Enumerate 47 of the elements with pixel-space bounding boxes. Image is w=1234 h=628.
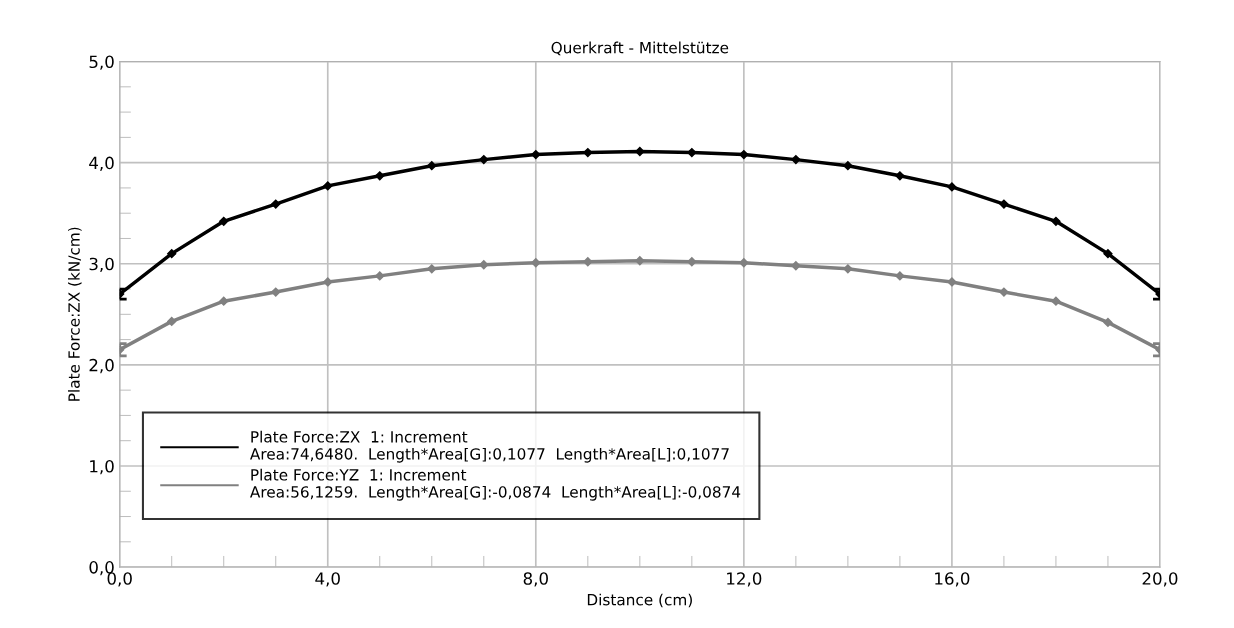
legend-label: Plate Force:ZX 1: Increment Area:74,6480. Length*Area[G]:0,1077 Length*Area[L]:0,1077 [250, 430, 729, 463]
point [323, 181, 333, 191]
x-tick-label: 16,0 [935, 572, 970, 587]
point [219, 296, 229, 306]
point [843, 161, 853, 171]
point [895, 171, 905, 181]
x-tick-label: 12,0 [727, 572, 762, 587]
point [739, 258, 749, 268]
point [167, 316, 177, 327]
point [999, 287, 1009, 297]
point [791, 154, 801, 165]
x-axis-title: Distance (cm) [587, 593, 692, 608]
point [167, 249, 177, 259]
point [635, 146, 645, 157]
y-tick-label: 5,0 [89, 55, 114, 70]
point [947, 277, 957, 287]
y-tick-label: 2,0 [89, 358, 114, 374]
point [479, 154, 489, 165]
point [271, 199, 281, 209]
point [427, 161, 437, 171]
x-tick-label: 8,0 [523, 572, 548, 587]
point [1051, 216, 1061, 226]
x-tick-label: 4,0 [315, 572, 340, 587]
y-tick-label: 4,0 [89, 156, 114, 171]
point [999, 199, 1009, 209]
point [375, 171, 385, 181]
chart-title: Querkraft - Mittelstütze [551, 41, 729, 56]
point [843, 264, 853, 274]
y-tick-label: 1,0 [90, 459, 114, 475]
point [895, 271, 905, 281]
point [1051, 296, 1061, 306]
point [271, 287, 281, 297]
point [1103, 317, 1113, 328]
x-tick-label: 20,0 [1142, 572, 1178, 587]
y-tick-label: 3,0 [89, 257, 114, 273]
point [947, 182, 957, 192]
point [531, 258, 541, 268]
point [791, 261, 801, 271]
point [479, 260, 489, 270]
legend-label: Plate Force:YZ 1: Increment Area:56,1259. Length*Area[G]:-0,0874 Length*Area[L]:-0,0874 [250, 468, 741, 501]
point [739, 149, 749, 160]
point [219, 216, 229, 226]
point [427, 264, 437, 274]
point [1103, 249, 1113, 259]
point [323, 277, 333, 287]
y-axis-title: Plate Force:ZX (kN/cm) [67, 227, 82, 401]
point [375, 271, 385, 281]
